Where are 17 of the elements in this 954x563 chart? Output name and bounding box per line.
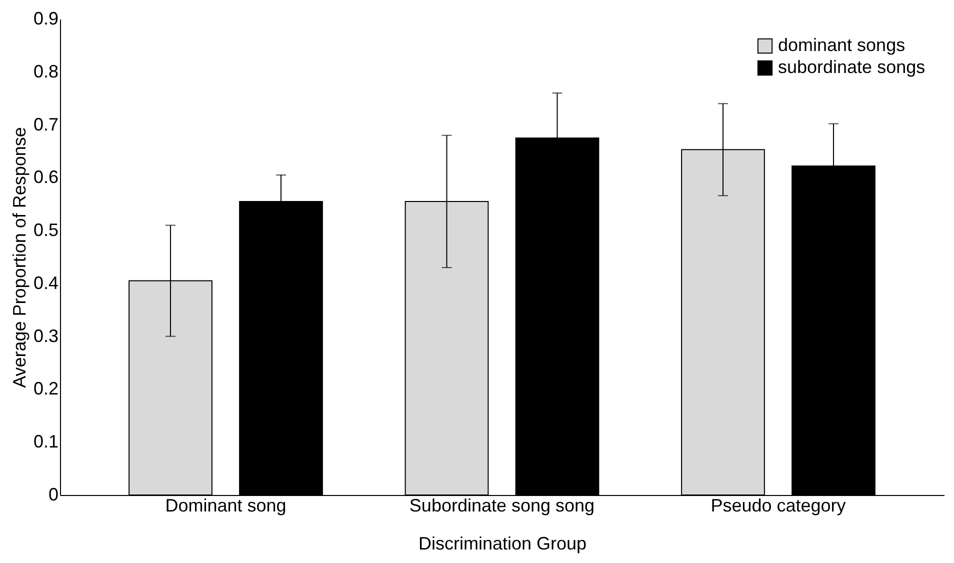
x-tick-label: Pseudo category bbox=[710, 496, 846, 516]
y-tick-label: 0.5 bbox=[33, 220, 58, 240]
y-tick-label: 0.7 bbox=[33, 114, 58, 134]
y-tick-label: 0.9 bbox=[33, 8, 58, 28]
y-tick-label: 0 bbox=[48, 484, 58, 504]
y-tick-label: 0.8 bbox=[33, 61, 58, 82]
y-tick-label: 0.3 bbox=[33, 326, 58, 346]
y-tick-label: 0.2 bbox=[33, 378, 58, 399]
y-tick-label: 0.1 bbox=[33, 432, 58, 452]
x-tick-label: Subordinate song song bbox=[409, 496, 595, 516]
y-axis-title: Average Proportion of Response bbox=[9, 127, 30, 388]
legend-label: subordinate songs bbox=[778, 57, 926, 77]
legend-label: dominant songs bbox=[778, 35, 906, 55]
x-axis-title: Discrimination Group bbox=[418, 534, 587, 554]
y-tick-label: 0.4 bbox=[33, 272, 58, 293]
x-tick-label: Dominant song bbox=[165, 496, 286, 516]
y-tick-label: 0.6 bbox=[33, 167, 58, 188]
